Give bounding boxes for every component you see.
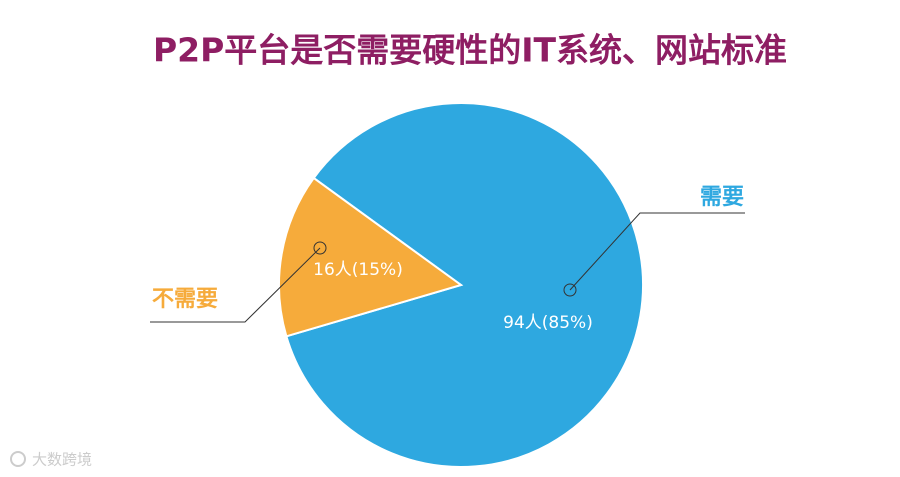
- watermark-group: 大数跨境: [10, 451, 92, 469]
- watermark: 大数跨境: [32, 451, 92, 469]
- pie-slice: [285, 102, 644, 468]
- value-label: 94人(85%): [503, 313, 593, 333]
- pie-slice: [278, 176, 464, 338]
- category-label: 不需要: [152, 287, 218, 312]
- watermark-icon: [10, 451, 26, 467]
- category-label: 需要: [700, 185, 744, 210]
- callout-line: [569, 212, 745, 291]
- chart-title: P2P平台是否需要硬性的IT系统、网站标准: [153, 31, 787, 70]
- callout-marker: [563, 283, 577, 297]
- callout-line: [150, 247, 321, 323]
- callout-marker: [313, 241, 327, 255]
- value-label: 16人(15%): [313, 260, 403, 280]
